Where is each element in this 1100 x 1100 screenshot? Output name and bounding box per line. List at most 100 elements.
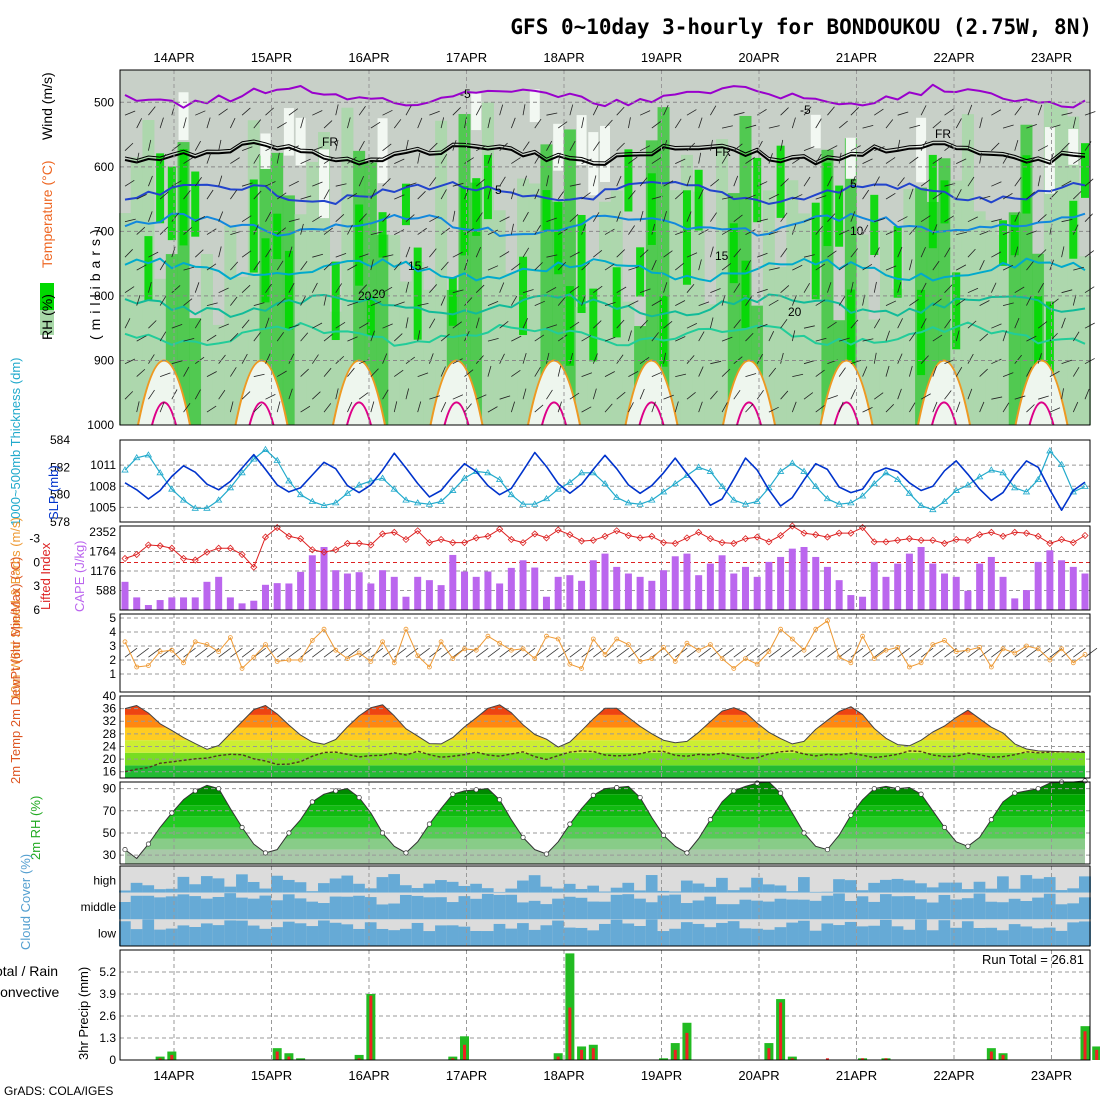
pressure-tick: 1000 (87, 418, 114, 432)
cloud-cell (458, 896, 471, 920)
surface-wind-barb (593, 647, 606, 658)
wind-barb (230, 117, 236, 129)
cloud-cell (915, 899, 928, 920)
wind-barb (967, 139, 971, 151)
wind-speed-point (719, 656, 725, 661)
wind-barb (487, 406, 498, 413)
rh-band (470, 182, 483, 425)
date-label-bottom: 19APR (641, 1068, 682, 1083)
precip-tick: 0 (109, 1053, 116, 1067)
cape-bar (683, 553, 691, 610)
surface-wind-barb (206, 647, 220, 658)
rh-band (119, 213, 131, 425)
wind-barb (335, 213, 345, 222)
wind-barb (1014, 106, 1022, 116)
cloud-cell (657, 931, 670, 946)
wind-speed-point (883, 647, 889, 653)
wind-barb (429, 284, 437, 293)
wind-barb (780, 139, 784, 151)
rh-core (682, 190, 691, 285)
wind-speed-point (146, 663, 151, 668)
thickness-point (507, 490, 516, 498)
lifted-point (531, 530, 539, 538)
cloud-cell (1008, 888, 1021, 893)
rh-core (940, 180, 949, 224)
wind-barb (616, 249, 625, 258)
cloud-cell (973, 927, 986, 946)
wind-barb (335, 183, 347, 187)
rh-point (684, 850, 690, 856)
wind-barb (979, 195, 991, 200)
wind-barb (276, 122, 287, 129)
wind-barb (522, 175, 527, 187)
wind-speed-point (848, 660, 854, 666)
rh-band (973, 211, 986, 425)
cloud-cell (950, 882, 963, 893)
wind-barb (1002, 153, 1009, 164)
lifted-point (226, 544, 234, 552)
wind-barb (757, 323, 768, 329)
cloud-cell (552, 898, 565, 920)
rh-core (460, 186, 469, 256)
wind-barb (194, 249, 204, 258)
thickness-point (858, 492, 867, 499)
cloud-cell (891, 926, 904, 946)
surface-wind-barb (663, 647, 676, 658)
wind-speed-point (345, 656, 350, 661)
lifted-point (765, 538, 773, 546)
wind-barb (183, 117, 187, 129)
wind-barb (452, 289, 464, 294)
wind-barb (710, 288, 721, 294)
cloud-cell (505, 888, 518, 893)
wind-barb (791, 117, 796, 129)
temp-tick: 36 (103, 702, 117, 716)
temp-contour-35 (638, 401, 665, 426)
cloud-cell (364, 888, 377, 893)
cloud-cell (271, 927, 284, 946)
wind-speed-point (438, 639, 444, 645)
cape-bar (215, 576, 223, 610)
wind-barb (991, 218, 1003, 223)
thickness-point (1057, 460, 1066, 467)
surface-wind-barb (394, 647, 407, 658)
cape-bar (812, 556, 820, 610)
cape-bar (613, 566, 621, 610)
wind-barb (253, 260, 261, 271)
cape-bar (987, 556, 995, 610)
cloud-cell (622, 894, 635, 920)
date-label-top: 14APR (153, 50, 194, 65)
wind-barb (932, 366, 937, 377)
wind-barb (967, 176, 975, 187)
surface-wind-barb (745, 647, 758, 658)
cloud-bg-cell (505, 866, 518, 893)
wind-barb (791, 295, 797, 306)
cloud-cell (200, 923, 213, 946)
wind-barb (698, 331, 705, 342)
rh-core (694, 169, 703, 231)
temp-band (125, 704, 1085, 715)
cape-bar (484, 571, 492, 610)
cloud-cell (224, 886, 237, 893)
wind-barb (1014, 177, 1022, 187)
wind-barb (1072, 366, 1080, 377)
wind-barb (546, 324, 558, 329)
lifted-point (179, 554, 188, 563)
wind-barb (218, 139, 222, 151)
cloud-cell (985, 901, 998, 920)
lifted-point (894, 536, 902, 544)
cloud-cell (645, 919, 658, 946)
wind-barb (499, 142, 508, 151)
wind-barb (628, 156, 638, 164)
cloud-cell (599, 901, 611, 920)
wind-barb (850, 145, 861, 152)
cape-bar (191, 597, 199, 610)
surface-wind-barb (440, 647, 454, 658)
wind-barb (171, 360, 183, 365)
lifted-tick: 3 (33, 579, 40, 593)
surface-wind-barb (710, 647, 723, 658)
temp-contour-35 (346, 401, 372, 426)
wind-barb (230, 332, 239, 342)
rh-core (448, 277, 457, 326)
wind-tick: 2 (109, 653, 116, 667)
